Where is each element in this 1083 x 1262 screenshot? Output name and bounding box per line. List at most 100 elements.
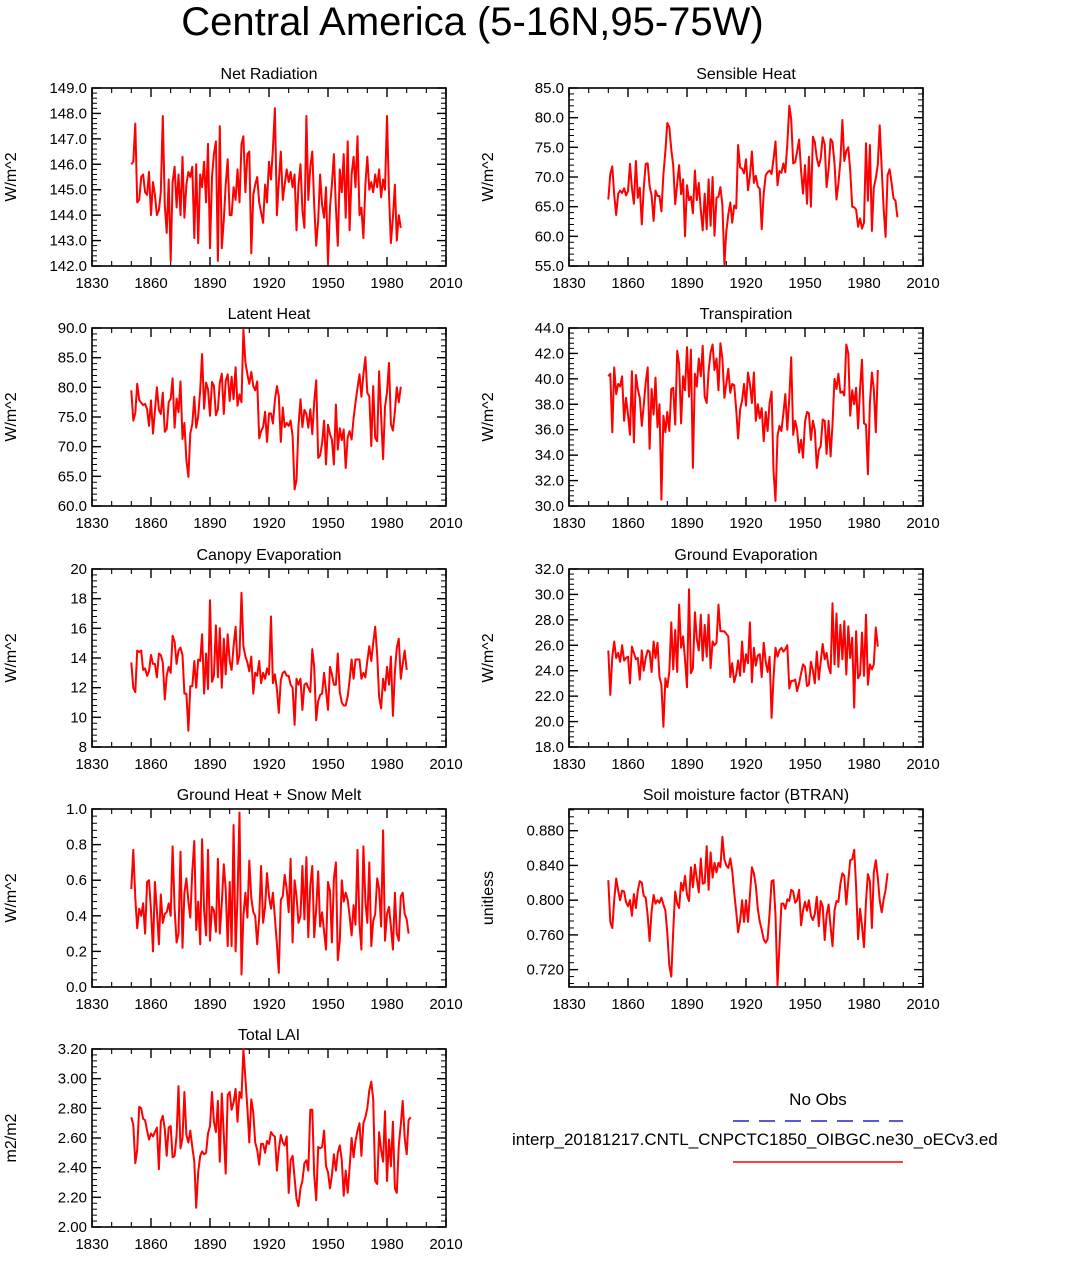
x-tick-label: 1890: [670, 756, 703, 773]
y-tick-label: 3.00: [58, 1071, 87, 1088]
y-tick-label: 0.880: [526, 823, 564, 840]
y-tick-label: 3.20: [58, 1041, 87, 1058]
x-tick-label: 1860: [134, 756, 167, 773]
y-tick-label: 149.0: [49, 80, 87, 97]
x-tick-label: 1830: [552, 756, 585, 773]
series-line-0: [607, 588, 879, 728]
x-tick-label: 1830: [75, 996, 108, 1013]
x-tick-label: 1950: [311, 996, 344, 1013]
panel-8: Total LAI m2/m2 1830 1860 1890 1920 1950 1980 20…: [3, 1027, 463, 1253]
x-tick-label: 2010: [429, 1236, 462, 1253]
x-tick-label: 1830: [75, 1236, 108, 1253]
y-tick-label: 44.0: [535, 320, 564, 337]
panel-title: Ground Heat + Snow Melt: [177, 787, 362, 804]
x-tick-label: 1920: [729, 515, 762, 532]
x-tick-label: 2010: [906, 515, 939, 532]
x-tick-label: 1830: [75, 275, 108, 292]
y-tick-label: 32.0: [535, 473, 564, 490]
y-tick-label: 16: [70, 620, 87, 637]
y-tick-label: 10: [70, 709, 87, 726]
panel-3: Transpiration W/m^2 1830 1860 1890 1920 1950 19…: [480, 306, 940, 532]
y-tick-label: 2.40: [58, 1160, 87, 1177]
y-tick-label: 65.0: [535, 199, 564, 216]
x-tick-label: 1920: [729, 275, 762, 292]
panel-4: Canopy Evaporation W/m^2 1830 1860 1890 1920 1…: [3, 547, 463, 773]
y-tick-label: 142.0: [49, 258, 87, 275]
series-line-0: [607, 835, 889, 987]
x-tick-label: 2010: [429, 515, 462, 532]
figure-title: Central America (5-16N,95-75W): [181, 0, 764, 44]
y-tick-label: 145.0: [49, 182, 87, 199]
y-tick-label: 0.6: [66, 872, 87, 889]
x-tick-label: 1830: [552, 515, 585, 532]
panel-7: Soil moisture factor (BTRAN) unitless 1830…: [480, 787, 940, 1013]
x-tick-label: 1860: [134, 996, 167, 1013]
y-tick-label: 0.840: [526, 857, 564, 874]
x-tick-label: 1950: [788, 996, 821, 1013]
x-tick-label: 1860: [134, 1236, 167, 1253]
x-tick-label: 1860: [611, 756, 644, 773]
y-tick-label: 30.0: [535, 586, 564, 603]
x-tick-label: 1860: [611, 996, 644, 1013]
x-tick-label: 1890: [670, 515, 703, 532]
x-tick-label: 1830: [75, 756, 108, 773]
y-axis-label: m2/m2: [3, 1113, 20, 1162]
x-tick-label: 1830: [552, 275, 585, 292]
panel-title: Latent Heat: [228, 306, 311, 323]
y-tick-label: 0.800: [526, 892, 564, 909]
y-tick-label: 60.0: [535, 228, 564, 245]
x-tick-label: 2010: [429, 275, 462, 292]
panel-5: Ground Evaporation W/m^2 1830 1860 1890 1920 1…: [480, 547, 940, 773]
y-tick-label: 85.0: [535, 80, 564, 97]
y-tick-label: 75.0: [58, 409, 87, 426]
y-tick-label: 18: [70, 591, 87, 608]
y-tick-label: 36.0: [535, 422, 564, 439]
y-tick-label: 2.60: [58, 1130, 87, 1147]
panel-0: Net Radiation W/m^2 1830 1860 1890 1920 1950 19…: [3, 66, 463, 292]
y-tick-label: 80.0: [535, 110, 564, 127]
series-line-0: [130, 1048, 412, 1209]
x-tick-label: 1860: [134, 275, 167, 292]
x-tick-label: 1980: [847, 275, 880, 292]
panel-title: Sensible Heat: [696, 66, 796, 83]
x-tick-label: 1920: [252, 515, 285, 532]
series-line-0: [130, 811, 410, 976]
panel-title: Total LAI: [238, 1027, 300, 1044]
y-tick-label: 0.4: [66, 908, 87, 925]
panel-1: Sensible Heat W/m^2 1830 1860 1890 1920 1950 19…: [480, 66, 940, 292]
y-tick-label: 65.0: [58, 468, 87, 485]
x-tick-label: 1860: [611, 275, 644, 292]
y-axis-label: W/m^2: [3, 873, 20, 922]
y-tick-label: 0.0: [66, 979, 87, 996]
x-tick-label: 1920: [252, 275, 285, 292]
x-tick-label: 1920: [252, 1236, 285, 1253]
y-tick-label: 146.0: [49, 156, 87, 173]
legend-case-label: interp_20181217.CNTL_CNPCTC1850_OIBGC.ne…: [512, 1130, 998, 1149]
panel-6: Ground Heat + Snow Melt W/m^2 1830 1860 1890…: [3, 787, 463, 1013]
y-tick-label: 34.0: [535, 447, 564, 464]
y-tick-label: 0.720: [526, 962, 564, 979]
x-tick-label: 1950: [311, 275, 344, 292]
x-tick-label: 1830: [75, 515, 108, 532]
x-tick-label: 1920: [252, 756, 285, 773]
y-tick-label: 60.0: [58, 498, 87, 515]
x-tick-label: 1920: [252, 996, 285, 1013]
x-tick-label: 1890: [193, 515, 226, 532]
x-tick-label: 1980: [847, 996, 880, 1013]
x-tick-label: 1890: [670, 996, 703, 1013]
y-axis-label: W/m^2: [3, 392, 20, 441]
y-tick-label: 28.0: [535, 612, 564, 629]
y-tick-label: 144.0: [49, 207, 87, 224]
y-tick-label: 80.0: [58, 379, 87, 396]
y-tick-label: 8: [79, 739, 87, 756]
y-axis-label: W/m^2: [480, 392, 497, 441]
y-tick-label: 40.0: [535, 371, 564, 388]
x-tick-label: 1980: [847, 515, 880, 532]
y-tick-label: 0.2: [66, 943, 87, 960]
x-tick-label: 1860: [134, 515, 167, 532]
series-line-0: [130, 591, 408, 732]
x-tick-label: 1980: [370, 996, 403, 1013]
x-tick-label: 1980: [370, 756, 403, 773]
y-tick-label: 22.0: [535, 688, 564, 705]
